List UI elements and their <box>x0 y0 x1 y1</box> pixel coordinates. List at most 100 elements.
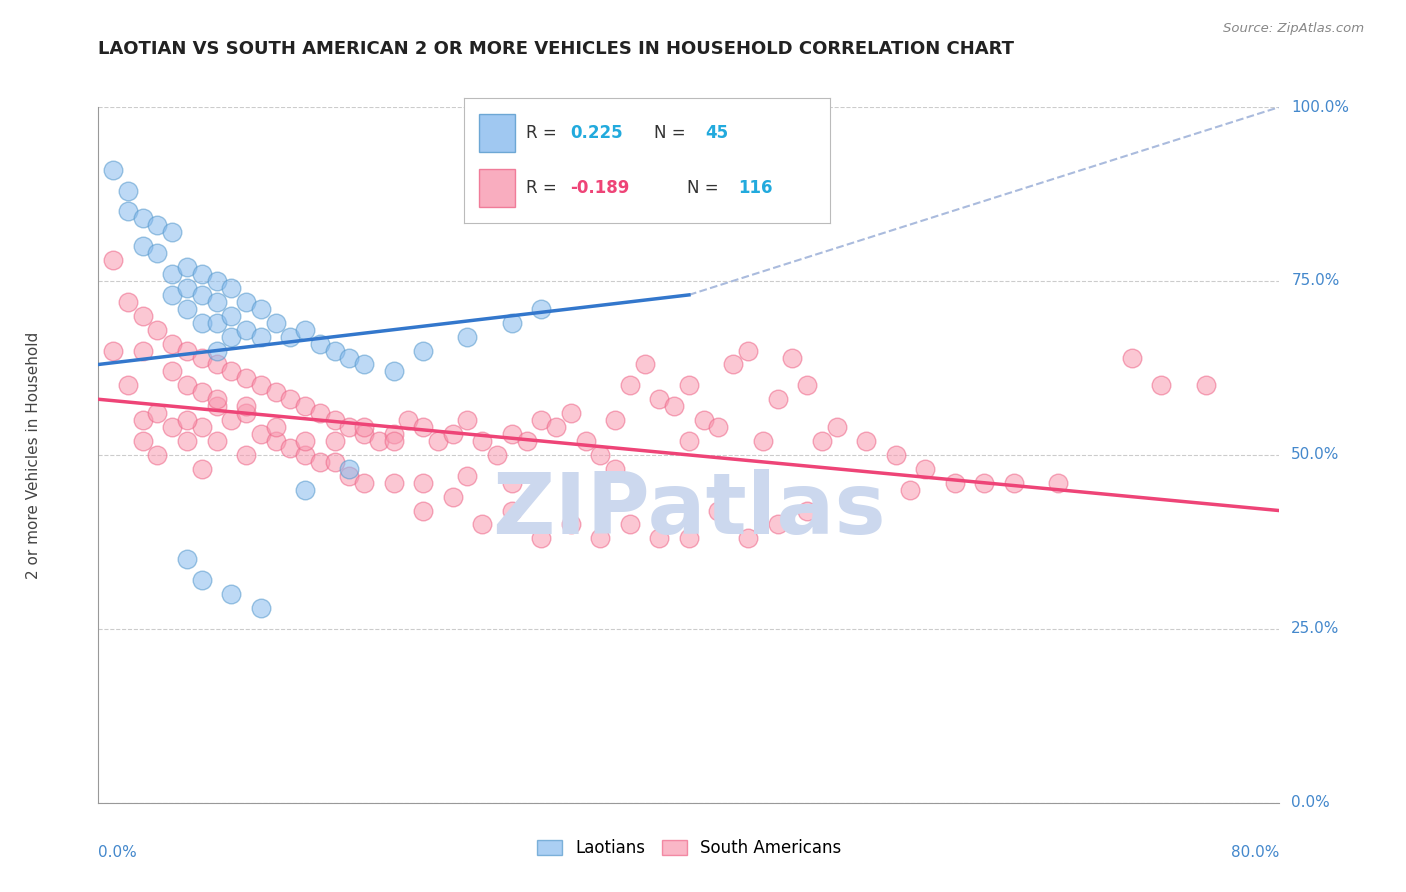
Point <box>516 434 538 448</box>
Point <box>132 239 155 253</box>
Point <box>219 364 243 378</box>
Point <box>782 351 804 365</box>
Point <box>619 378 641 392</box>
Point <box>309 406 332 420</box>
Point <box>294 448 316 462</box>
Point <box>471 517 494 532</box>
Point <box>117 184 139 198</box>
Text: R =: R = <box>526 179 562 197</box>
Text: 2 or more Vehicles in Household: 2 or more Vehicles in Household <box>25 331 41 579</box>
Text: R =: R = <box>526 124 562 142</box>
Bar <box>478 114 515 152</box>
Bar <box>478 169 515 207</box>
Text: 116: 116 <box>738 179 773 197</box>
Point <box>678 532 700 546</box>
Point <box>382 434 405 448</box>
Text: ZIPatlas: ZIPatlas <box>492 469 886 552</box>
Point <box>605 462 627 476</box>
Point <box>205 434 228 448</box>
Text: 0.225: 0.225 <box>569 124 623 142</box>
Point <box>235 448 257 462</box>
Point <box>103 253 125 268</box>
Point <box>353 475 375 490</box>
Point <box>546 420 568 434</box>
Text: 25.0%: 25.0% <box>1291 622 1340 636</box>
Point <box>132 413 155 427</box>
Point <box>412 420 434 434</box>
Point <box>309 455 332 469</box>
Point <box>560 517 582 532</box>
Point <box>264 434 287 448</box>
Point <box>337 420 360 434</box>
Point <box>633 358 655 372</box>
Text: N =: N = <box>688 179 724 197</box>
Point <box>235 406 257 420</box>
Point <box>219 413 243 427</box>
Point <box>707 503 730 517</box>
Point <box>132 211 155 226</box>
Point <box>294 434 316 448</box>
Point <box>664 399 686 413</box>
Point <box>648 392 671 407</box>
Point <box>723 358 745 372</box>
Point <box>176 552 198 566</box>
Point <box>693 413 716 427</box>
Point <box>132 434 155 448</box>
Point <box>766 517 789 532</box>
Text: N =: N = <box>654 124 690 142</box>
Point <box>1150 378 1173 392</box>
Point <box>353 427 375 442</box>
Point <box>353 358 375 372</box>
Point <box>396 413 419 427</box>
Point <box>132 309 155 323</box>
Point <box>751 434 773 448</box>
Text: 75.0%: 75.0% <box>1291 274 1340 288</box>
Point <box>205 274 228 288</box>
Point <box>250 301 273 316</box>
Text: -0.189: -0.189 <box>569 179 630 197</box>
Point <box>205 399 228 413</box>
Point <box>412 475 434 490</box>
Point <box>707 420 730 434</box>
Point <box>278 441 302 455</box>
Point <box>766 392 789 407</box>
Point <box>264 420 287 434</box>
Point <box>530 413 553 427</box>
Point <box>486 448 509 462</box>
Text: 80.0%: 80.0% <box>1232 845 1279 860</box>
Point <box>219 329 243 343</box>
Point <box>191 288 214 302</box>
Point <box>1121 351 1143 365</box>
Point <box>309 336 332 351</box>
Point <box>162 225 183 239</box>
Point <box>589 532 612 546</box>
Text: LAOTIAN VS SOUTH AMERICAN 2 OR MORE VEHICLES IN HOUSEHOLD CORRELATION CHART: LAOTIAN VS SOUTH AMERICAN 2 OR MORE VEHI… <box>98 40 1014 58</box>
Point <box>337 351 360 365</box>
Point <box>191 351 214 365</box>
Point <box>191 420 214 434</box>
Point <box>146 219 169 233</box>
Point <box>501 316 523 330</box>
Point <box>235 323 257 337</box>
Point <box>250 427 273 442</box>
Point <box>191 267 214 281</box>
Point <box>884 448 907 462</box>
Point <box>176 378 198 392</box>
Point <box>382 475 405 490</box>
Point <box>737 343 759 358</box>
Point <box>278 329 302 343</box>
Point <box>176 434 198 448</box>
Point <box>146 406 169 420</box>
Point <box>337 468 360 483</box>
Legend: Laotians, South Americans: Laotians, South Americans <box>530 833 848 864</box>
Point <box>382 427 405 442</box>
Point <box>441 490 464 504</box>
Point <box>117 378 139 392</box>
Point <box>219 281 243 295</box>
Point <box>205 316 228 330</box>
Point <box>162 336 183 351</box>
Point <box>132 343 155 358</box>
Point <box>456 468 478 483</box>
Point <box>264 316 287 330</box>
Point <box>1046 475 1069 490</box>
